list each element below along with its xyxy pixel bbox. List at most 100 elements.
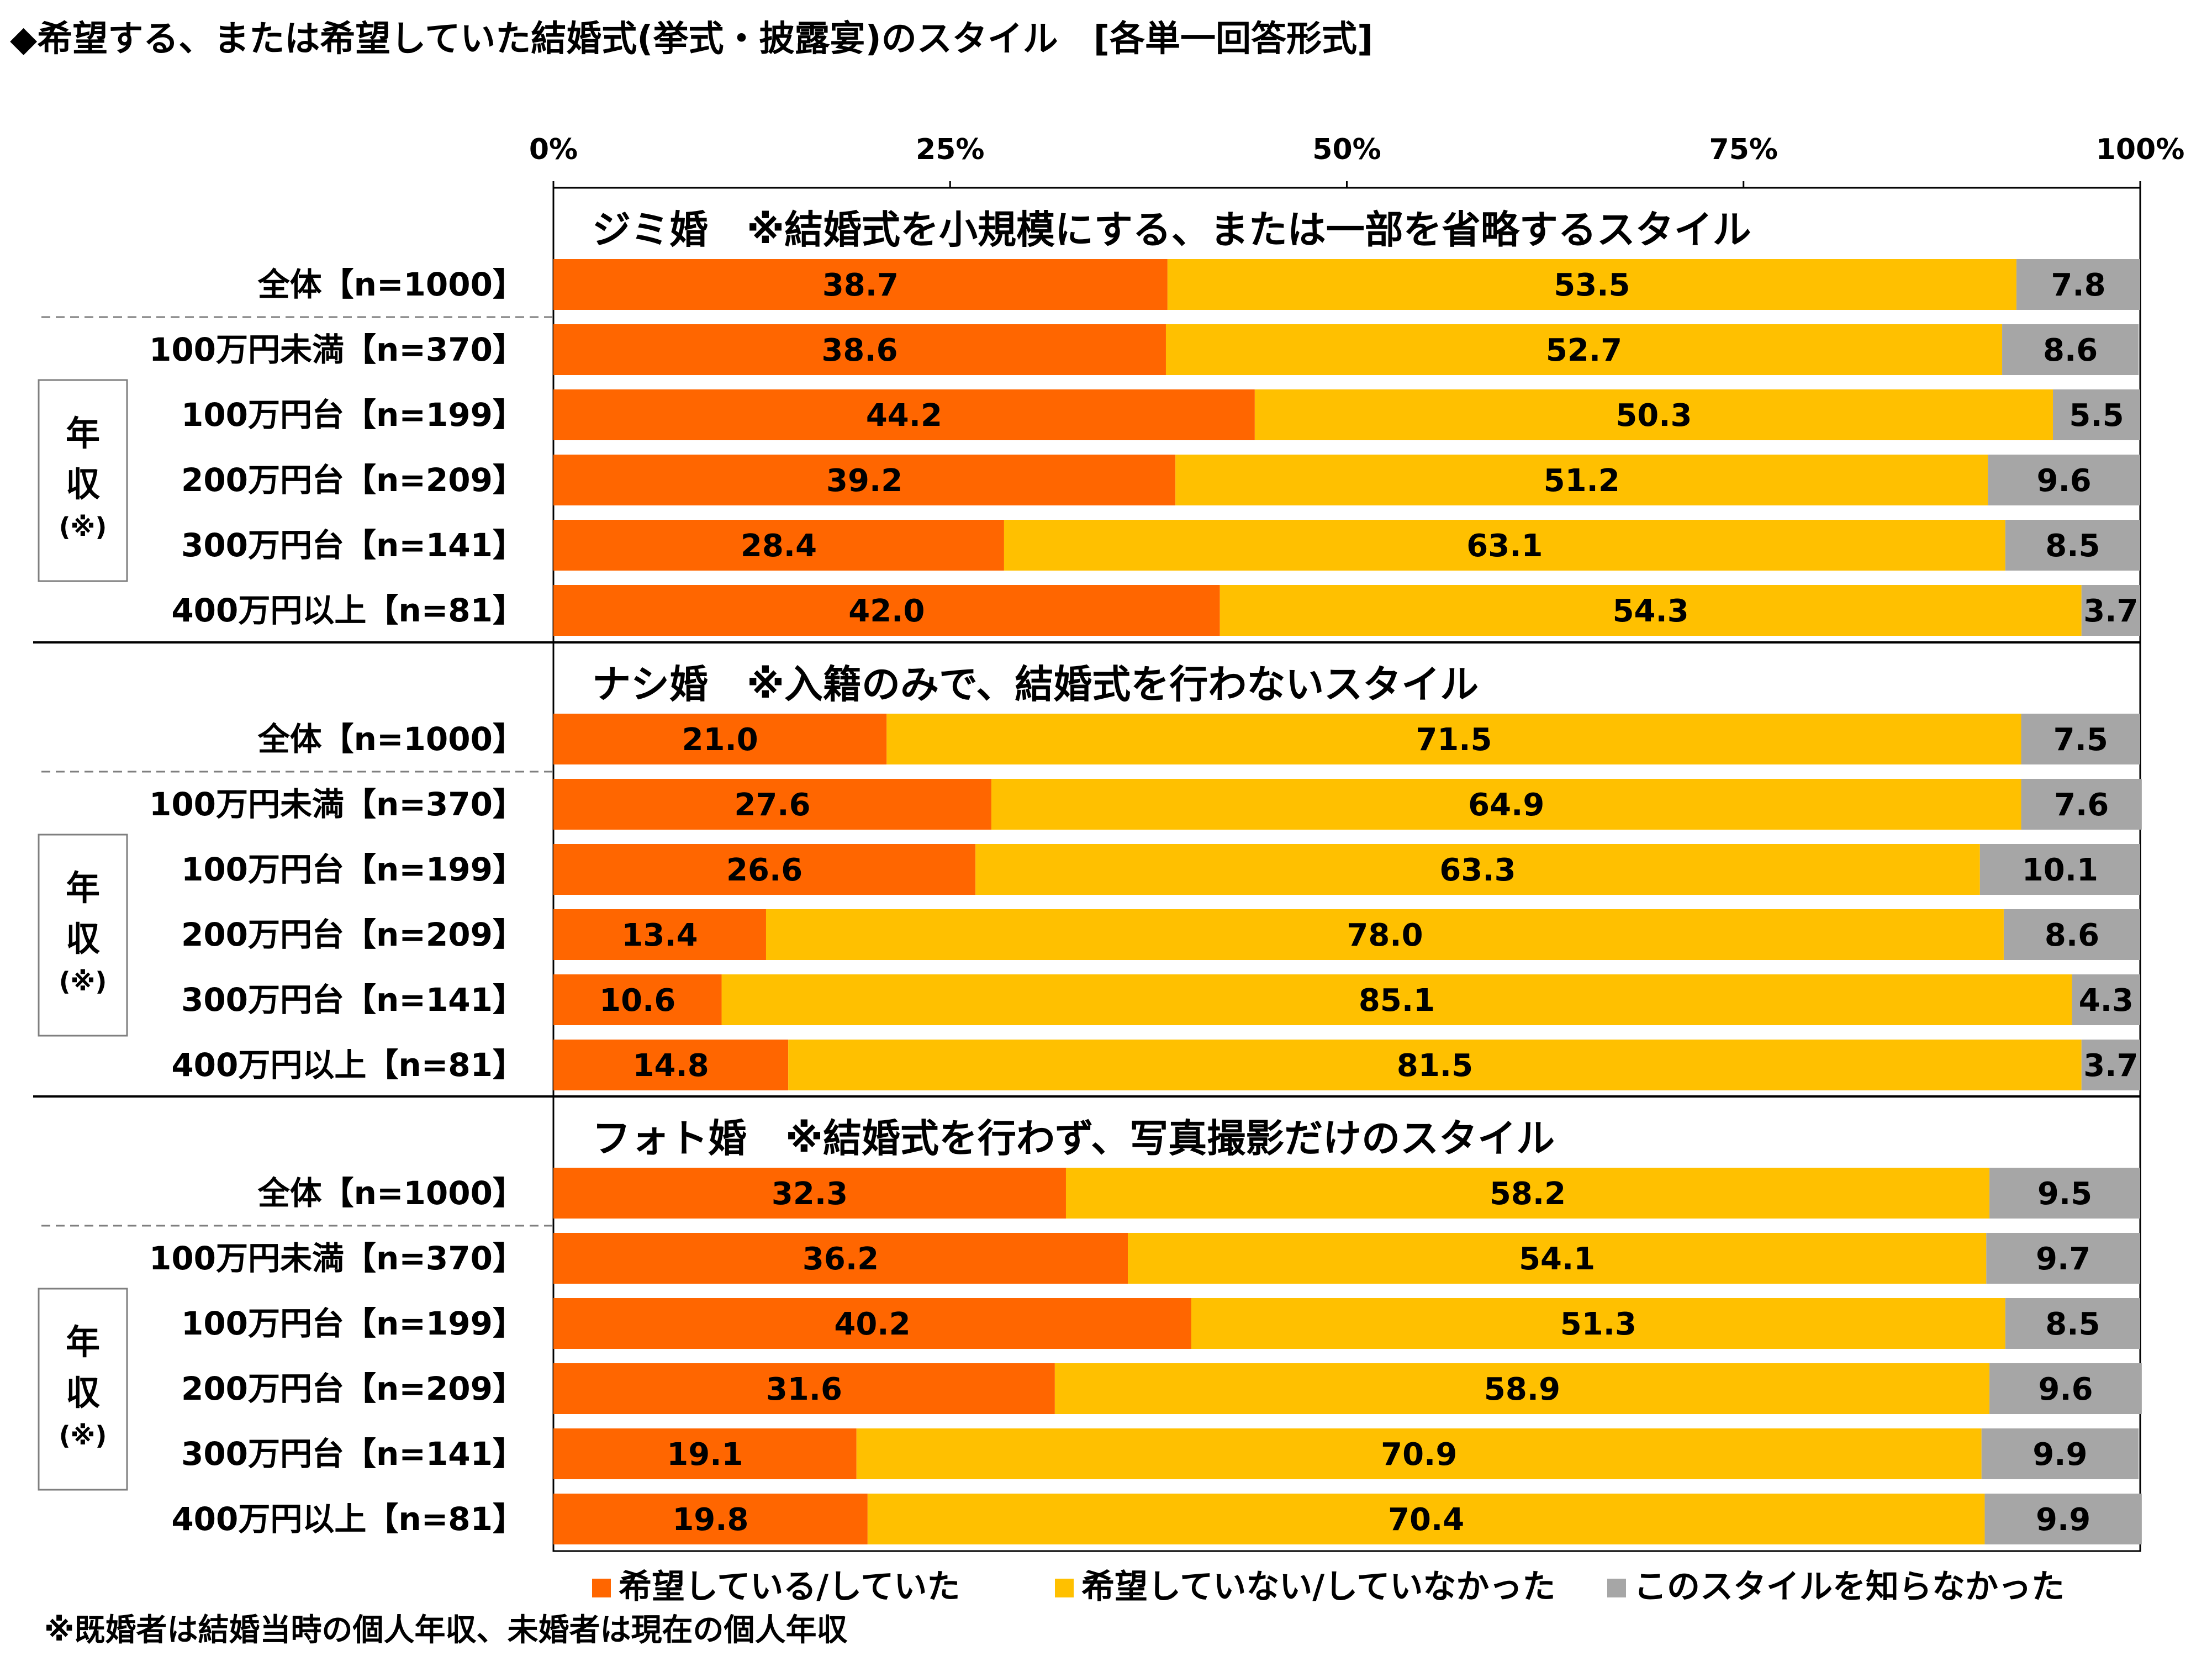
data-label: 40.2	[834, 1306, 910, 1342]
bar-segment-nohope	[1165, 324, 2003, 375]
category-label: 100万円未満【n=370】	[149, 331, 525, 368]
data-label: 3.7	[2083, 1048, 2138, 1084]
data-label: 31.6	[766, 1372, 842, 1407]
bar-segment-nohope	[1175, 455, 1988, 505]
bar-segment-unknown	[2081, 585, 2140, 636]
bar-row: 100万円台【n=199】 26.6 63.3 10.1	[181, 844, 2140, 895]
category-label: 全体【n=1000】	[257, 720, 525, 758]
data-label: 44.2	[866, 398, 942, 434]
bar-row: 200万円台【n=209】 39.2 51.2 9.6	[181, 455, 2140, 505]
x-axis-ticks: 0% 25% 50% 75% 100%	[529, 133, 2184, 188]
x-tick-label: 100%	[2096, 133, 2185, 166]
legend-swatch-unknown	[1607, 1579, 1626, 1597]
category-label: 300万円台【n=141】	[181, 526, 525, 564]
bar-segment-nohope	[721, 974, 2072, 1025]
data-label: 19.8	[672, 1502, 748, 1538]
data-label: 64.9	[1468, 787, 1544, 823]
bar-segment-hope	[553, 389, 1255, 440]
chart-sections: ジミ婚 ※結婚式を小規模にする、または一部を省略するスタイル年収(※)全体【n=…	[33, 207, 2142, 1544]
category-label: 100万円未満【n=370】	[149, 785, 525, 823]
data-label: 8.6	[2043, 333, 2098, 368]
bar-row: 全体【n=1000】 38.7 53.5 7.8	[257, 259, 2140, 310]
legend: 希望している/していた 希望していない/していなかった このスタイルを知らなかった	[592, 1568, 2065, 1606]
bar-segment-nohope	[856, 1428, 1982, 1479]
bar-segment-hope	[553, 1428, 857, 1479]
data-label: 38.7	[822, 267, 899, 303]
data-label: 7.8	[2051, 267, 2105, 303]
section-title: フォト婚 ※結婚式を行わず、写真撮影だけのスタイル	[592, 1116, 1555, 1161]
bar-segment-nohope	[1219, 585, 2082, 636]
data-label: 8.5	[2045, 1306, 2100, 1342]
bar-segment-unknown	[1989, 1168, 2140, 1219]
data-label: 71.5	[1416, 722, 1492, 758]
legend-swatch-nohope	[1055, 1579, 1074, 1597]
bar-segment-hope	[553, 1298, 1191, 1349]
bar-segment-unknown	[1986, 1233, 2140, 1284]
data-label: 51.2	[1544, 463, 1620, 499]
bar-segment-hope	[553, 324, 1166, 375]
category-label: 200万円台【n=209】	[181, 1370, 525, 1407]
category-label: 100万円台【n=199】	[181, 396, 525, 434]
data-label: 9.6	[2036, 463, 2091, 499]
data-label: 53.5	[1554, 267, 1630, 303]
footnote: ※既婚者は結婚当時の個人年収、未婚者は現在の個人年収	[44, 1612, 847, 1648]
data-label: 26.6	[726, 852, 803, 888]
bar-segment-hope	[553, 779, 991, 830]
data-label: 9.6	[2038, 1372, 2093, 1407]
x-tick-label: 50%	[1312, 133, 1381, 166]
bar-segment-unknown	[2021, 714, 2140, 764]
income-group-note: (※)	[59, 967, 107, 996]
bar-segment-hope	[553, 1494, 868, 1544]
bar-segment-unknown	[2002, 324, 2139, 375]
bar-segment-nohope	[1004, 520, 2005, 571]
bar-segment-nohope	[766, 909, 2004, 960]
data-label: 9.7	[2036, 1241, 2090, 1277]
bar-segment-hope	[553, 974, 722, 1025]
category-label: 200万円台【n=209】	[181, 461, 525, 499]
bar-segment-nohope	[1128, 1233, 1987, 1284]
income-group-box	[38, 379, 128, 582]
bar-row: 300万円台【n=141】 10.6 85.1 4.3	[181, 974, 2140, 1025]
data-label: 27.6	[734, 787, 810, 823]
data-label: 19.1	[667, 1437, 743, 1473]
bar-row: 100万円未満【n=370】 38.6 52.7 8.6	[149, 324, 2139, 375]
section-title: ナシ婚 ※入籍のみで、結婚式を行わないスタイル	[592, 662, 1479, 707]
data-label: 52.7	[1546, 333, 1622, 368]
data-label: 5.5	[2069, 398, 2124, 434]
chart-title: ◆希望する、または希望していた結婚式(挙式・披露宴)のスタイル [各単一回答形式…	[10, 19, 1373, 60]
data-label: 42.0	[848, 593, 925, 629]
legend-swatch-hope	[592, 1579, 611, 1597]
bar-row: 200万円台【n=209】 31.6 58.9 9.6	[181, 1363, 2142, 1414]
bar-segment-nohope	[1065, 1168, 1990, 1219]
bar-segment-unknown	[1989, 1363, 2142, 1414]
data-label: 58.2	[1490, 1176, 1566, 1212]
data-label: 7.6	[2054, 787, 2109, 823]
income-group-label: 収	[66, 1373, 100, 1413]
data-label: 78.0	[1347, 917, 1423, 953]
data-label: 63.3	[1439, 852, 1516, 888]
bar-segment-hope	[553, 1363, 1055, 1414]
income-group-label: 年	[66, 413, 100, 453]
income-group-label: 収	[66, 919, 100, 959]
legend-label: 希望していない/していなかった	[1081, 1568, 1555, 1606]
data-label: 70.4	[1388, 1502, 1464, 1538]
bar-segment-unknown	[2052, 389, 2140, 440]
income-group-label: 年	[66, 1322, 100, 1362]
bar-segment-nohope	[1054, 1363, 1990, 1414]
bar-segment-unknown	[1981, 1428, 2139, 1479]
income-group-note: (※)	[59, 1421, 107, 1451]
bar-segment-unknown	[2003, 909, 2140, 960]
category-label: 100万円台【n=199】	[181, 851, 525, 888]
data-label: 3.7	[2083, 593, 2138, 629]
bar-segment-nohope	[788, 1040, 2082, 1090]
data-label: 8.6	[2045, 917, 2099, 953]
bar-segment-hope	[553, 844, 976, 895]
income-group-label: 収	[66, 464, 100, 504]
income-group-box	[38, 834, 128, 1037]
bar-segment-unknown	[1984, 1494, 2142, 1544]
data-label: 9.9	[2032, 1437, 2087, 1473]
bar-segment-nohope	[1254, 389, 2053, 440]
bar-segment-unknown	[1979, 844, 2140, 895]
